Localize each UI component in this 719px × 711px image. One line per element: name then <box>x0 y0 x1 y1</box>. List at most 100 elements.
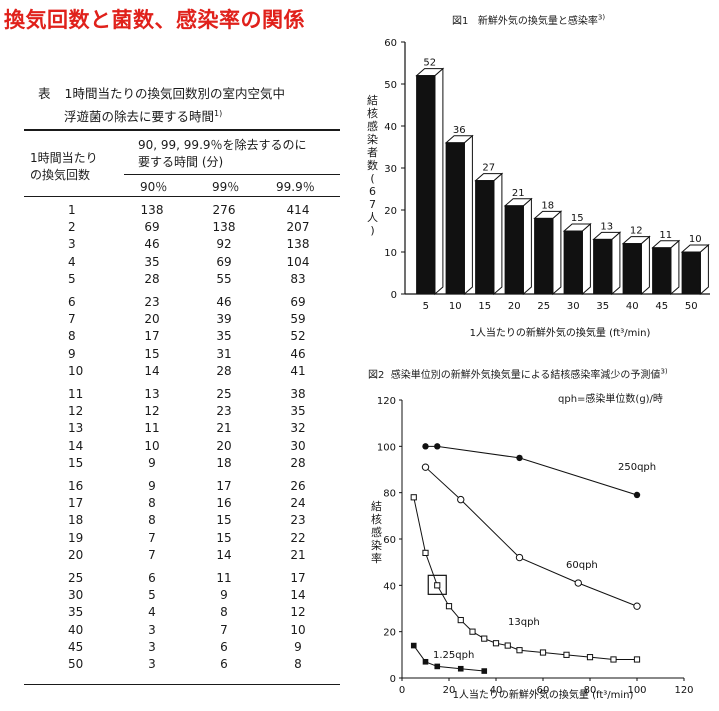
table-row-rate: 5 <box>68 271 76 286</box>
fig1-y-tick-label: 30 <box>384 164 397 175</box>
table-row-rate: 13 <box>68 421 84 436</box>
fig2-x-tick-label: 20 <box>443 685 456 696</box>
table-row-rate: 25 <box>68 571 84 585</box>
fig1-y-tick-label: 60 <box>384 38 397 49</box>
table-cell: 13 <box>144 387 160 401</box>
table-cell: 46 <box>144 237 160 252</box>
table-cell: 39 <box>216 312 232 327</box>
fig1-bar <box>534 217 554 295</box>
fig2-point <box>563 651 570 658</box>
ylabel-char: 染 <box>371 539 382 552</box>
fig1-bar <box>593 238 613 295</box>
table-cell: 138 <box>212 220 236 235</box>
table-cell: 138 <box>140 203 164 217</box>
fig1-bar-side <box>699 243 709 296</box>
fig2-point <box>516 647 523 654</box>
fig2-series-line <box>413 645 485 672</box>
col-header-left-2: の換気回数 <box>30 168 91 182</box>
fig2-title: 図2 感染単位別の新鮮外気換気量による結核感染率減少の予測値3) <box>368 366 668 381</box>
table-row-rate: 15 <box>68 455 84 470</box>
fig1-xlabel: 1人当たりの新鮮外気の換気量 (ft³/min) <box>470 326 651 339</box>
fig1-x-tick-label: 15 <box>478 301 491 312</box>
table-cell: 15 <box>216 513 232 528</box>
fig1-x-tick-label: 45 <box>655 301 668 312</box>
fig2-y-tick-label: 0 <box>390 674 396 685</box>
fig2-series-line <box>413 497 637 660</box>
fig2-point <box>586 654 594 661</box>
col-header-group-1: 90, 99, 99.9％を除去するのに <box>138 138 307 152</box>
fig1-bar-top <box>503 198 533 207</box>
table-row-rate: 11 <box>68 387 84 401</box>
fig2-series-label: 60qph <box>566 560 598 571</box>
table-cell: 4 <box>148 605 156 620</box>
table-cell: 35 <box>144 254 160 269</box>
ylabel-char: 数 <box>367 159 378 172</box>
table-cell: 12 <box>290 605 306 620</box>
fig2-point <box>481 635 488 642</box>
table-cell: 10 <box>144 438 160 453</box>
fig1-x-tick-label: 50 <box>685 301 698 312</box>
table-bottom-rule <box>24 684 340 685</box>
table-row-rate: 4 <box>68 254 76 269</box>
fig1-bar-top <box>621 236 651 245</box>
ylabel-char: 6 <box>369 185 376 198</box>
table-cell: 8 <box>294 657 302 671</box>
fig1-bar-side <box>463 134 473 296</box>
table-cell: 11 <box>216 571 232 585</box>
table-cell: 83 <box>290 271 306 286</box>
table-cell: 41 <box>290 363 306 378</box>
ylabel-char: ) <box>370 224 375 237</box>
table-cell: 18 <box>216 455 232 470</box>
table-cell: 138 <box>286 237 310 252</box>
table-header-rule <box>24 196 340 197</box>
fig2-point <box>481 668 488 674</box>
fig2-x-tick-label: 100 <box>627 685 646 696</box>
fig1-bar-side <box>522 197 532 296</box>
col-header-group-2: 要する時間 (分) <box>138 155 224 169</box>
fig2-point <box>515 553 524 562</box>
fig1-bar-top <box>592 231 622 240</box>
fig1-bar-value-label: 36 <box>453 125 466 136</box>
fig1-x-tick-label: 10 <box>449 301 462 312</box>
table-row-rate: 45 <box>68 639 84 654</box>
fig1-bar-top <box>562 223 592 232</box>
fig1-bar-value-label: 52 <box>423 58 436 69</box>
table-cell: 69 <box>144 220 160 235</box>
table-cell: 15 <box>216 530 232 545</box>
fig1-title-ref: 3) <box>597 13 606 22</box>
fig1-y-tick-label: 40 <box>384 122 397 133</box>
ylabel-char: 感 <box>367 120 378 133</box>
fig2-series-label: 1.25qph <box>433 650 474 661</box>
fig2-label: 図2 <box>368 370 385 381</box>
table-cell: 20 <box>144 312 160 327</box>
fig1-ylabel: 結核感染者数(6 7 人) <box>366 94 379 237</box>
table-row-rate: 19 <box>68 530 84 545</box>
table-cell: 3 <box>148 657 156 671</box>
fig2-point <box>516 454 523 462</box>
table-cell: 26 <box>290 479 306 493</box>
fig2-x-tick-label: 120 <box>674 685 693 696</box>
table-cell: 276 <box>212 203 236 217</box>
fig2-title-text: 感染単位別の新鮮外気換気量による結核感染率減少の予測値 <box>390 370 661 381</box>
table-cell: 30 <box>290 438 306 453</box>
fig1-bar-top <box>533 210 563 219</box>
fig1-bar-top <box>651 240 681 249</box>
fig1-bar-value-label: 15 <box>571 213 584 224</box>
table-cell: 9 <box>220 588 228 603</box>
fig1-bar-value-label: 21 <box>512 188 525 199</box>
fig2-series-line <box>425 466 638 607</box>
table-row-rate: 3 <box>68 237 76 252</box>
fig2-point <box>421 463 430 471</box>
table-caption: 表 1時間当たりの換気回数別の室内空気中 浮遊菌の除去に要する時間1) <box>38 84 338 127</box>
table-row-rate: 40 <box>68 622 84 637</box>
fig2-point <box>633 491 641 499</box>
fig1-bar <box>652 247 672 295</box>
fig2-point <box>469 628 476 635</box>
fig2-point <box>422 443 429 450</box>
table-row-rate: 10 <box>68 363 84 378</box>
fig2-point <box>539 649 547 656</box>
fig1-y-tick-label: 0 <box>391 290 397 301</box>
table-cell: 20 <box>216 438 232 453</box>
ylabel-char: 感 <box>371 526 382 539</box>
table-cell: 92 <box>216 237 232 252</box>
